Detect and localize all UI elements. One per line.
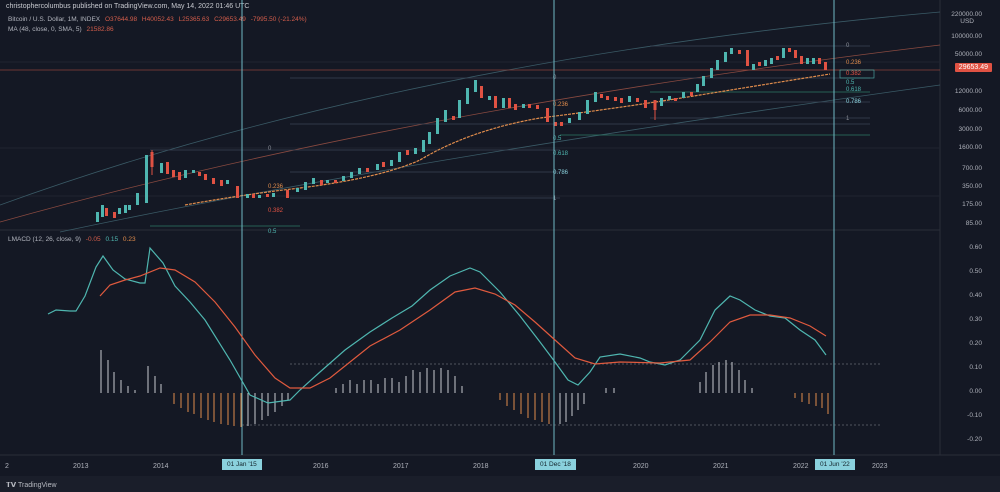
macd-value-hist: -0.05 [85,236,101,243]
svg-text:0: 0 [846,43,850,49]
svg-text:0.786: 0.786 [553,170,569,176]
macd-tick: 0.10 [969,364,982,371]
macd-tick: -0.20 [967,436,982,443]
ohlc-high: H40052.43 [141,16,174,23]
time-tick: 2013 [73,463,89,470]
svg-text:0.5: 0.5 [553,136,562,142]
time-tick: 2017 [393,463,409,470]
time-marker-jan15: 01 Jan '15 [222,459,262,470]
svg-text:0: 0 [553,75,557,81]
tradingview-icon: 𝗧𝗩 [6,482,17,489]
svg-text:0.236: 0.236 [553,102,569,108]
tradingview-logo[interactable]: 𝗧𝗩 TradingView [6,481,57,489]
price-tick: 700.00 [962,165,982,172]
price-tick: 3000.00 [958,126,983,133]
price-tick: 175.00 [962,201,982,208]
time-tick: 2 [5,463,9,470]
svg-text:0.618: 0.618 [553,151,569,157]
price-tick: 50000.00 [954,51,982,58]
svg-text:0.236: 0.236 [846,60,862,66]
price-tick: 85.00 [965,220,982,227]
macd-legend: LMACD (12, 26, close, 9) -0.05 0.15 0.23 [8,236,139,243]
svg-text:0.5: 0.5 [846,80,855,86]
time-tick: 2016 [313,463,329,470]
macd-value-macd: 0.15 [105,236,119,243]
time-tick: 2014 [153,463,169,470]
svg-text:0.786: 0.786 [846,99,862,105]
macd-tick: 0.60 [969,244,982,251]
time-tick: 2018 [473,463,489,470]
macd-label: LMACD (12, 26, close, 9) [8,236,81,243]
ohlc-open: O37644.98 [104,16,138,23]
time-tick: 2021 [713,463,729,470]
svg-text:1: 1 [846,116,850,122]
price-tick: 1600.00 [958,144,983,151]
symbol-name: Bitcoin / U.S. Dollar, 1M, INDEX [8,16,101,23]
time-tick: 2023 [872,463,888,470]
macd-tick: 0.40 [969,292,982,299]
ma-value: 21582.86 [86,26,114,33]
macd-tick: 0.30 [969,316,982,323]
fib-cycle1-0: 0 [268,146,272,152]
ohlc-low: L25365.63 [178,16,210,23]
time-tick: 2020 [633,463,649,470]
publisher-caption: christophercolumbus published on Trading… [6,3,250,10]
macd-value-signal: 0.23 [122,236,136,243]
svg-text:1: 1 [553,196,557,202]
ma-label: MA (48, close, 0, SMA, 5) [8,26,82,33]
ma-legend: MA (48, close, 0, SMA, 5) 21582.86 [8,26,117,33]
brand-label: TradingView [18,482,57,489]
macd-tick: 0.50 [969,268,982,275]
macd-tick: 0.20 [969,340,982,347]
svg-text:0.236: 0.236 [268,184,284,190]
symbol-legend: Bitcoin / U.S. Dollar, 1M, INDEX O37644.… [8,16,310,23]
macd-tick: -0.10 [967,412,982,419]
price-tick: 6000.00 [958,107,983,114]
ohlc-change: -7995.50 (-21.24%) [250,16,307,23]
time-tick: 2022 [793,463,809,470]
svg-text:0.618: 0.618 [846,87,862,93]
price-currency: USD [960,18,974,25]
price-tick: 12000.00 [954,88,982,95]
price-tick: 220000.00 [951,11,982,18]
ohlc-close: C29653.49 [214,16,246,23]
price-tick: 100000.00 [951,33,982,40]
price-tick: 350.00 [962,183,982,190]
svg-text:0.5: 0.5 [268,229,277,235]
svg-text:0.382: 0.382 [846,71,862,77]
time-marker-dec18: 01 Dec '18 [535,459,576,470]
macd-tick: 0.00 [969,388,982,395]
svg-text:0.382: 0.382 [268,208,284,214]
time-marker-jun22: 01 Jun '22 [815,459,855,470]
current-price-tag: 29653.49 [954,63,992,72]
